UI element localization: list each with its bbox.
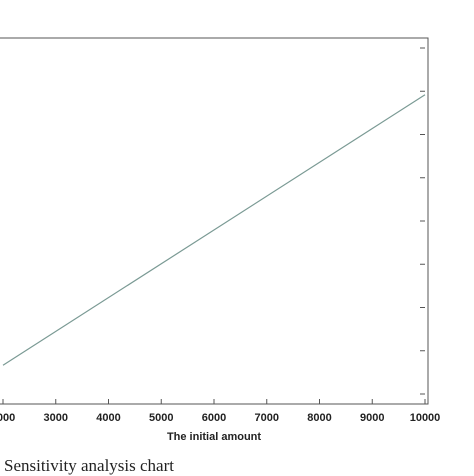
x-axis-tick-labels: 2000 3000 4000 5000 6000 7000 8000 9000 10000: [0, 412, 440, 424]
series-line: [2, 94, 426, 366]
x-tick-label: 5000: [149, 412, 173, 424]
y-axis-ticks: [420, 47, 425, 395]
x-axis-ticks: [2, 399, 426, 404]
x-tick-label: 7000: [255, 412, 279, 424]
x-tick-label: 9000: [360, 412, 384, 424]
x-tick-label: 6000: [202, 412, 226, 424]
x-tick-label: 8000: [307, 412, 331, 424]
x-tick-label: 10000: [410, 412, 441, 424]
x-axis-title: The initial amount: [167, 431, 261, 443]
plot-frame: [0, 37, 429, 405]
x-tick-label: 2000: [0, 412, 15, 424]
figure-caption: Sensitivity analysis chart: [4, 456, 174, 475]
x-tick-label: 4000: [96, 412, 120, 424]
x-tick-label: 3000: [44, 412, 68, 424]
